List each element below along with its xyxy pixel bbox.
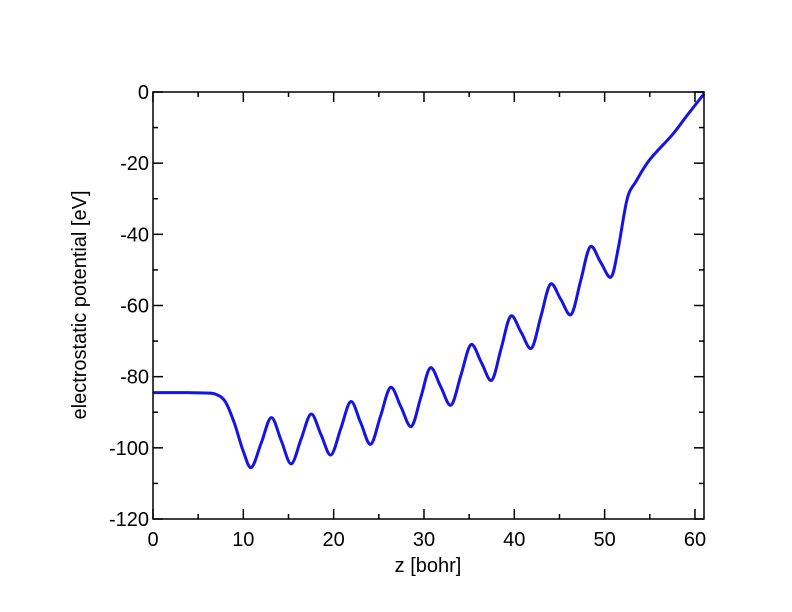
y-tick-label: -80 xyxy=(120,367,149,389)
x-tick-label: 0 xyxy=(147,529,158,551)
x-tick-label: 60 xyxy=(684,529,706,551)
data-line xyxy=(152,92,706,469)
y-tick-label: -40 xyxy=(120,224,149,246)
y-tick-label: 0 xyxy=(138,82,149,104)
x-tick-label: 50 xyxy=(594,529,616,551)
x-tick-label: 40 xyxy=(503,529,525,551)
y-axis-label: electrostatic potential [eV] xyxy=(69,190,91,419)
x-tick-label: 10 xyxy=(232,529,254,551)
y-tick-label: -60 xyxy=(120,296,149,318)
y-tick-label: -120 xyxy=(109,509,149,531)
y-tick-label: -100 xyxy=(109,438,149,460)
x-tick-label: 30 xyxy=(413,529,435,551)
x-axis-label: z [bohr] xyxy=(395,555,462,577)
y-tick-label: -20 xyxy=(120,153,149,175)
plot-frame xyxy=(152,91,705,520)
x-tick-label: 20 xyxy=(323,529,345,551)
